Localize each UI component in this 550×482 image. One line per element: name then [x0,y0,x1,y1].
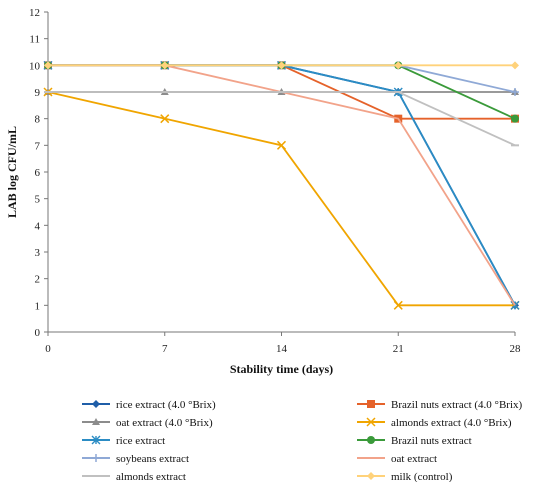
y-tick-label: 9 [35,87,41,99]
data-point [276,140,287,150]
legend-marker [92,400,100,408]
y-tick-label: 8 [35,114,41,126]
x-axis-title: Stability time (days) [230,362,333,376]
legend-label: rice extract [116,435,165,447]
legend-item: oat extract (4.0 °Brix) [82,417,213,429]
y-tick-label: 0 [35,327,41,339]
data-point [511,61,519,70]
series-10 [44,61,519,70]
legend-marker [366,417,376,427]
x-tick-label: 0 [45,343,51,355]
legend-label: oat extract (4.0 °Brix) [116,417,213,429]
legend-item: rice extract [82,435,165,447]
series-line [48,64,516,306]
legend-item: almonds extract [82,471,186,482]
legend-label: soybeans extract [116,453,189,465]
data-point [394,61,403,70]
series-line [48,64,516,306]
series-line [47,91,515,307]
y-tick-label: 4 [35,220,41,232]
series-9 [44,91,519,147]
x-tick-label: 28 [510,343,522,355]
legend-label: Brazil nuts extract (4.0 °Brix) [391,399,523,411]
legend-item: almonds extract (4.0 °Brix) [357,417,512,429]
legend-label: rice extract (4.0 °Brix) [116,399,216,411]
x-tick-label: 7 [162,343,168,355]
legend-label: oat extract [391,453,437,465]
x-tick-label: 21 [393,343,404,355]
data-point [511,114,519,123]
legend-label: almonds extract [116,471,186,482]
y-tick-label: 7 [35,140,41,152]
legend-marker [91,435,101,445]
data-point [160,114,170,124]
legend-item: Brazil nuts extract (4.0 °Brix) [357,399,523,411]
y-tick-label: 12 [29,7,40,19]
y-tick-label: 6 [35,167,41,179]
legend-label: almonds extract (4.0 °Brix) [391,417,512,429]
legend-marker [367,436,375,444]
y-tick-label: 3 [35,247,41,259]
y-axis-title: LAB log CFU/mL [5,126,19,218]
series-1 [44,61,519,310]
legend-item: rice extract (4.0 °Brix) [82,399,216,411]
y-tick-label: 1 [35,300,41,312]
y-tick-label: 5 [35,194,41,206]
data-point [511,88,519,96]
legend-label: milk (control) [391,471,453,482]
series-line [48,64,516,306]
plot-area [43,60,520,310]
series-8 [48,64,516,306]
data-point [44,61,52,70]
legend: rice extract (4.0 °Brix) Brazil nuts extr… [82,399,523,482]
legend-item: soybeans extract [82,453,189,465]
legend-item: Brazil nuts extract [357,435,472,447]
data-point [277,61,286,70]
y-tick-label: 2 [35,274,41,286]
legend-marker [367,472,375,480]
legend-marker [367,400,375,408]
series-5 [43,60,520,310]
legend-item: milk (control) [357,471,453,482]
x-tick-label: 14 [276,343,288,355]
legend-item: oat extract [357,453,437,465]
data-point [160,61,169,70]
y-tick-label: 11 [29,34,40,46]
legend-marker [92,454,100,462]
data-point [393,300,403,310]
legend-marker [92,418,100,425]
legend-label: Brazil nuts extract [391,435,472,447]
y-tick-label: 10 [29,60,41,72]
